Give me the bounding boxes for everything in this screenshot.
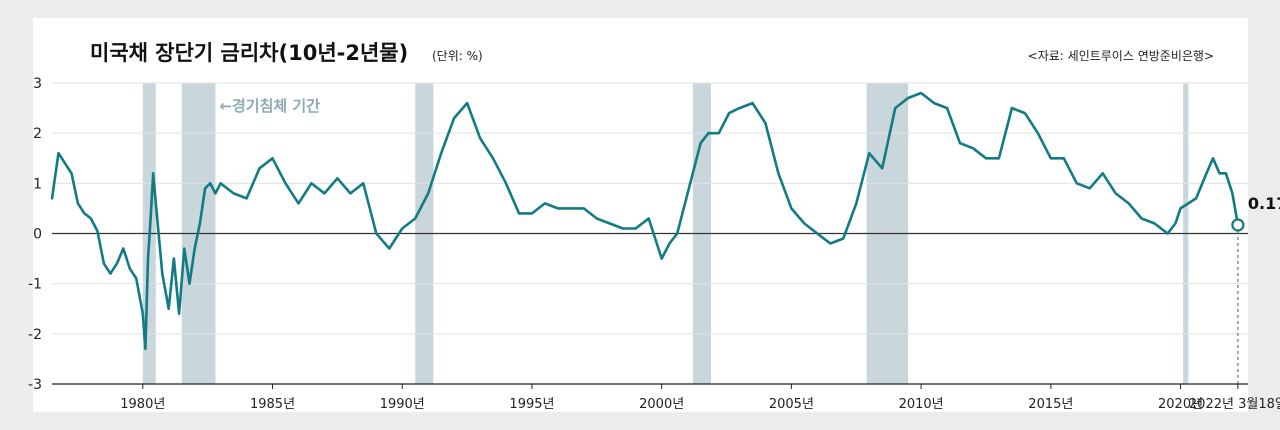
x-tick-label: 2022년 3월18일 [1189, 397, 1280, 412]
series-line [50, 91, 1240, 351]
y-tick-label: 3 [33, 76, 42, 92]
x-tick-label: 2000년 [639, 397, 684, 412]
annotations: 0.17 ←경기침체 기간 [219, 97, 1280, 384]
x-tick-label: 2015년 [1028, 397, 1073, 412]
chart-title: 미국채 장단기 금리차(10년-2년물) [90, 41, 409, 65]
end-value-label: 0.17 [1248, 194, 1280, 213]
recession-annotation: ←경기침체 기간 [219, 97, 320, 115]
x-tick-label: 1990년 [380, 397, 425, 412]
spread-line [50, 91, 1240, 351]
y-tick-label: 1 [33, 176, 42, 192]
unit-note: (단위: %) [432, 49, 483, 63]
y-axis-labels: 3 2 1 0 -1 -2 -3 [28, 76, 42, 393]
y-tick-label: -1 [28, 277, 42, 293]
y-tick-label: 2 [33, 126, 42, 142]
end-point-marker [1231, 218, 1245, 232]
y-tick-label: 0 [33, 227, 42, 243]
x-tick-label: 2010년 [899, 397, 944, 412]
grid-lines [52, 82, 1248, 385]
x-axis-labels: 1980년 1985년 1990년 1995년 2000년 2005년 2010년 2015년… [120, 384, 1280, 412]
x-tick-label: 2020년 [1158, 397, 1203, 412]
chart-panel [33, 18, 1248, 412]
source-note: <자료: 세인트루이스 연방준비은행> [1027, 49, 1214, 63]
x-tick-label: 1980년 [120, 397, 165, 412]
x-tick-label: 1985년 [250, 397, 295, 412]
x-tick-label: 2005년 [769, 397, 814, 412]
y-tick-label: -2 [28, 327, 42, 343]
x-tick-label: 1995년 [509, 397, 554, 412]
y-tick-label: -3 [28, 377, 42, 393]
